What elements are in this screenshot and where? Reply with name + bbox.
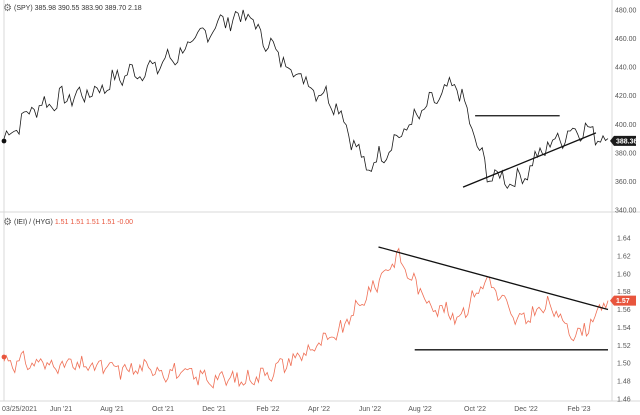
top-last-value-badge: 388.36 <box>610 135 638 146</box>
x-tick-label: Jun '21 <box>50 406 72 413</box>
bottom-y-tick-label: 1.58 <box>617 289 631 296</box>
top-trendline-support <box>462 132 597 188</box>
x-tick-label: Oct '22 <box>464 406 486 413</box>
top-y-tick-label: 400.00 <box>615 122 637 129</box>
top-y-tick-label: 420.00 <box>615 93 637 100</box>
top-y-tick-label: 340.00 <box>615 208 637 215</box>
bottom-panel-header: (IEI) / (HYG) 1.51 1.51 1.51 1.51 -0.00 <box>14 219 133 226</box>
bottom-y-tick-label: 1.62 <box>617 253 631 260</box>
bottom-y-tick-label: 1.64 <box>617 236 631 243</box>
x-tick-label: Feb '22 <box>256 406 279 413</box>
bottom-y-tick-label: 1.50 <box>617 361 631 368</box>
bottom-start-marker <box>1 354 7 360</box>
svg-text:388.36: 388.36 <box>616 138 638 145</box>
svg-text:1.57: 1.57 <box>616 298 630 305</box>
bottom-y-tick-label: 1.54 <box>617 325 631 332</box>
top-y-tick-label: 360.00 <box>615 179 637 186</box>
x-start-date-label: 03/25/2021 <box>2 406 37 413</box>
gear-icon[interactable]: ⚙ <box>3 217 12 228</box>
x-tick-label: Apr '22 <box>308 406 330 413</box>
x-tick-label: Aug '21 <box>100 406 124 413</box>
bottom-trendline-resistance <box>378 246 609 311</box>
top-ohlc-label: 385.98 390.55 383.90 389.70 2.18 <box>34 5 142 12</box>
last-value-badges: 388.36 1.57 <box>610 135 638 306</box>
x-tick-label: Aug '22 <box>408 406 432 413</box>
bottom-last-value-badge: 1.57 <box>610 295 636 306</box>
top-y-tick-label: 380.00 <box>615 150 637 157</box>
top-y-axis: 480.00 460.00 440.00 420.00 400.00 380.00 360.… <box>615 8 637 215</box>
bottom-y-tick-label: 1.60 <box>617 271 631 278</box>
bottom-y-tick-label: 1.46 <box>617 397 631 404</box>
panel-frames <box>0 0 640 402</box>
bottom-y-tick-label: 1.56 <box>617 307 631 314</box>
bottom-symbol-label: (IEI) / (HYG) <box>14 219 53 226</box>
trendlines <box>378 115 609 351</box>
x-axis: Jun '21 Aug '21 Oct '21 Dec '21 Feb '22 Apr '… <box>2 406 591 413</box>
top-panel-header: (SPY) 385.98 390.55 383.90 389.70 2.18 <box>14 5 142 12</box>
top-symbol-label: (SPY) <box>14 5 33 12</box>
gear-icon[interactable]: ⚙ <box>3 3 12 14</box>
top-y-tick-label: 440.00 <box>615 65 637 72</box>
x-tick-label: Oct '21 <box>152 406 174 413</box>
x-tick-label: Dec '22 <box>514 406 538 413</box>
bottom-ohlc-label: 1.51 1.51 1.51 1.51 -0.00 <box>54 219 134 226</box>
x-tick-label: Dec '21 <box>202 406 226 413</box>
x-tick-label: Jun '22 <box>359 406 381 413</box>
bottom-y-axis: 1.64 1.62 1.60 1.58 1.56 1.54 1.52 1.50 1.48 1.46 <box>617 236 631 404</box>
top-y-tick-label: 460.00 <box>615 36 637 43</box>
spy-price-line <box>3 9 609 190</box>
x-tick-label: Feb '23 <box>567 406 590 413</box>
top-y-tick-label: 480.00 <box>615 8 637 15</box>
bottom-y-tick-label: 1.52 <box>617 343 631 350</box>
iei-hyg-ratio-line <box>3 247 609 389</box>
bottom-y-tick-label: 1.48 <box>617 379 631 386</box>
top-start-marker <box>1 138 7 144</box>
